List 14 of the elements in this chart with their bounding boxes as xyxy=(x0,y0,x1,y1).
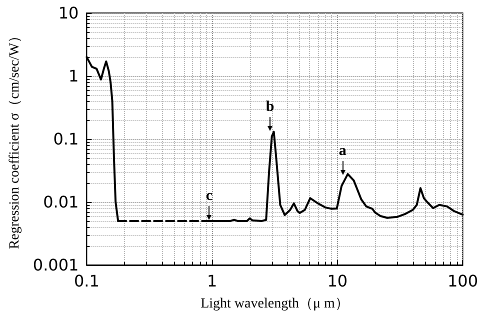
x-tick-label: 1 xyxy=(206,272,218,290)
x-tick-label: 100 xyxy=(447,272,478,290)
y-tick-label: 1 xyxy=(68,66,79,86)
y-tick-label: 0.1 xyxy=(53,130,79,148)
y-tick-label: 0.001 xyxy=(32,256,79,274)
x-tick-label: 10 xyxy=(327,272,348,290)
y-axis-title: Regression coefficient σ（cm/sec/W） xyxy=(8,28,22,250)
x-tick-label: 0.1 xyxy=(74,272,100,290)
annotation: b xyxy=(266,98,274,116)
annotation: a xyxy=(338,142,346,160)
x-axis-title: Light wavelength（μ m） xyxy=(200,296,349,312)
y-tick-label: 0.01 xyxy=(43,192,79,212)
y-tick-label: 10 xyxy=(58,4,79,22)
annotation: c xyxy=(206,188,213,205)
